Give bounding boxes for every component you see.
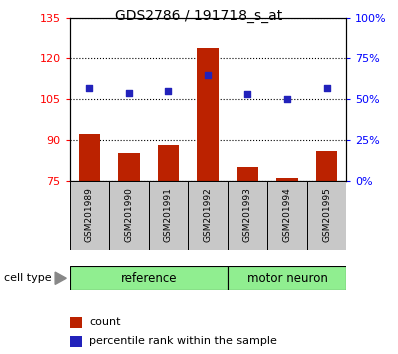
Text: reference: reference: [121, 272, 177, 285]
Bar: [109, 181, 149, 250]
Text: percentile rank within the sample: percentile rank within the sample: [89, 336, 277, 346]
Text: GSM201992: GSM201992: [203, 188, 213, 242]
Text: GSM201991: GSM201991: [164, 188, 173, 242]
Bar: [228, 266, 346, 290]
Point: [323, 85, 330, 91]
Text: GSM201995: GSM201995: [322, 188, 331, 242]
Text: GSM201990: GSM201990: [125, 188, 133, 242]
Polygon shape: [55, 272, 66, 284]
Text: count: count: [89, 318, 121, 327]
Point: [205, 72, 211, 78]
Text: GDS2786 / 191718_s_at: GDS2786 / 191718_s_at: [115, 9, 283, 23]
Point: [86, 85, 93, 91]
Point: [126, 90, 132, 96]
Bar: [316, 151, 338, 181]
Text: GSM201993: GSM201993: [243, 188, 252, 242]
Bar: [149, 181, 188, 250]
Bar: [78, 135, 100, 181]
Text: GSM201989: GSM201989: [85, 188, 94, 242]
Bar: [228, 181, 267, 250]
Text: GSM201994: GSM201994: [283, 188, 291, 242]
Bar: [70, 336, 82, 347]
Bar: [276, 178, 298, 181]
Bar: [70, 317, 82, 328]
Bar: [197, 47, 219, 181]
Bar: [118, 153, 140, 181]
Point: [165, 88, 172, 94]
Bar: [70, 266, 228, 290]
Bar: [70, 181, 109, 250]
Bar: [307, 181, 346, 250]
Point: [244, 91, 251, 97]
Bar: [236, 167, 258, 181]
Point: [284, 96, 290, 102]
Bar: [158, 145, 179, 181]
Text: motor neuron: motor neuron: [246, 272, 328, 285]
Bar: [267, 181, 307, 250]
Text: cell type: cell type: [4, 273, 52, 283]
Bar: [188, 181, 228, 250]
